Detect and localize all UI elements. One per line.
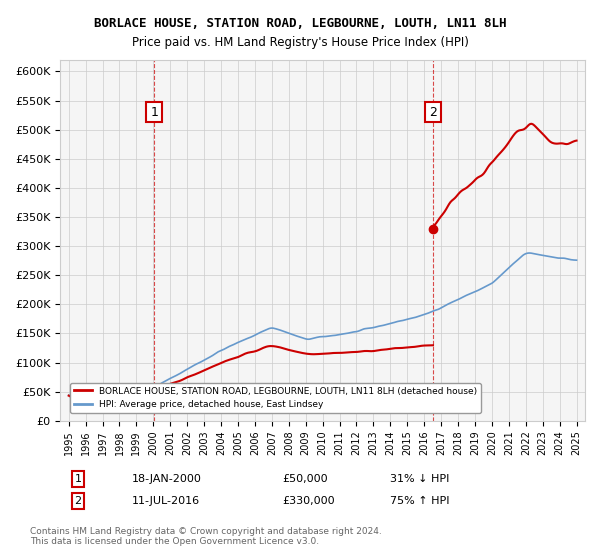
Legend: BORLACE HOUSE, STATION ROAD, LEGBOURNE, LOUTH, LN11 8LH (detached house), HPI: A: BORLACE HOUSE, STATION ROAD, LEGBOURNE, … bbox=[70, 383, 481, 413]
Text: 31% ↓ HPI: 31% ↓ HPI bbox=[390, 474, 449, 484]
Text: BORLACE HOUSE, STATION ROAD, LEGBOURNE, LOUTH, LN11 8LH: BORLACE HOUSE, STATION ROAD, LEGBOURNE, … bbox=[94, 17, 506, 30]
Text: 2: 2 bbox=[429, 106, 437, 119]
Text: £330,000: £330,000 bbox=[282, 496, 335, 506]
Text: £50,000: £50,000 bbox=[282, 474, 328, 484]
Text: Price paid vs. HM Land Registry's House Price Index (HPI): Price paid vs. HM Land Registry's House … bbox=[131, 36, 469, 49]
Text: Contains HM Land Registry data © Crown copyright and database right 2024.
This d: Contains HM Land Registry data © Crown c… bbox=[30, 526, 382, 546]
Text: 18-JAN-2000: 18-JAN-2000 bbox=[132, 474, 202, 484]
Text: 2: 2 bbox=[74, 496, 82, 506]
Text: 11-JUL-2016: 11-JUL-2016 bbox=[132, 496, 200, 506]
Text: 1: 1 bbox=[74, 474, 82, 484]
Text: 75% ↑ HPI: 75% ↑ HPI bbox=[390, 496, 449, 506]
Text: 1: 1 bbox=[150, 106, 158, 119]
